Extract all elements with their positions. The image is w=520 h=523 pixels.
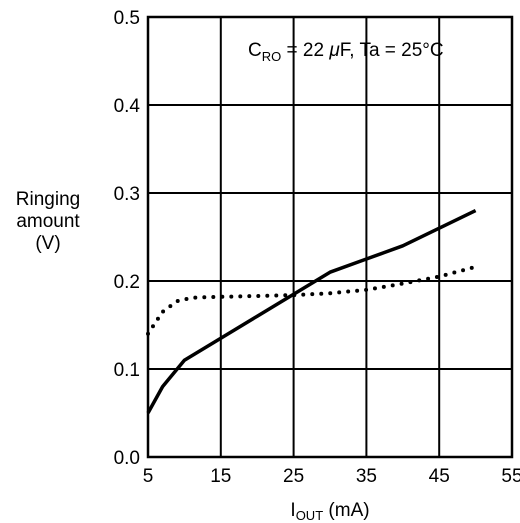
- x-axis-label-unit: (mA): [323, 500, 369, 521]
- y-tick-label-1: 0.1: [114, 360, 140, 381]
- y-tick-label-0: 0.0: [114, 448, 140, 469]
- series-group: [146, 209, 478, 414]
- annotation-mu: μ: [328, 40, 340, 61]
- y-tick-label-5: 0.5: [114, 8, 140, 29]
- annotation-eq: = 22: [281, 40, 329, 61]
- tick-labels: 5 15 25 35 45 55 0.0 0.1 0.2 0.3 0.4 0.5: [114, 8, 520, 487]
- x-tick-label-2: 25: [283, 466, 304, 487]
- y-tick-label-3: 0.3: [114, 184, 140, 205]
- x-tick-label-1: 15: [210, 466, 231, 487]
- x-axis-label: IOUT (mA): [290, 500, 369, 523]
- y-tick-label-4: 0.4: [114, 96, 141, 117]
- x-tick-label-4: 45: [429, 466, 450, 487]
- x-tick-label-0: 5: [143, 466, 154, 487]
- x-axis-label-sub: OUT: [296, 508, 324, 523]
- grid: [147, 16, 513, 458]
- y-axis-label-line-1: Ringing: [15, 189, 81, 210]
- annotation: CRO = 22 μF, Ta = 25°C: [248, 40, 444, 64]
- x-axis-label-main: I: [290, 500, 295, 521]
- annotation-c-sub: RO: [262, 49, 282, 64]
- x-tick-label-5: 55: [501, 466, 520, 487]
- y-axis-label: Ringing amount (V): [4, 189, 92, 255]
- annotation-unit: F, Ta = 25°C: [340, 40, 444, 61]
- series-line-0: [146, 209, 477, 414]
- y-axis-label-line-2: amount: [16, 211, 80, 232]
- plot-frame: [146, 15, 514, 459]
- plot-border: [146, 15, 514, 459]
- y-tick-label-2: 0.2: [114, 272, 140, 293]
- y-axis-label-line-3: (V): [35, 233, 61, 254]
- series-line-1: [146, 264, 478, 336]
- x-tick-label-3: 35: [356, 466, 377, 487]
- annotation-c: C: [248, 40, 262, 61]
